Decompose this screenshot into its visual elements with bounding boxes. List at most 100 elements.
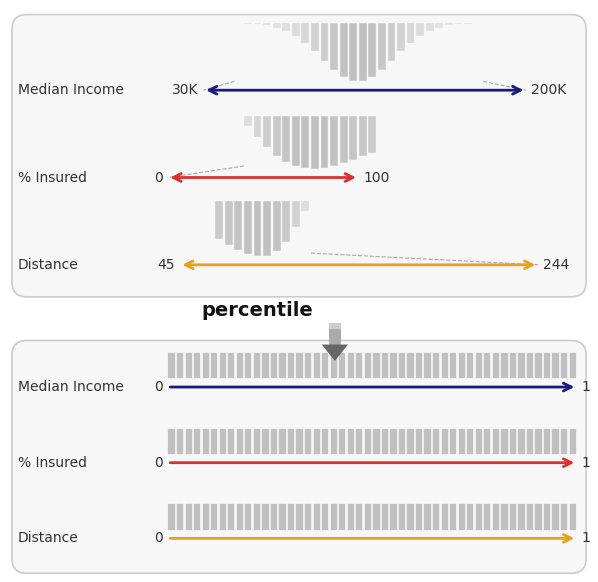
Bar [329,503,337,530]
Bar [423,352,431,378]
Bar [466,428,474,454]
Bar [219,428,226,454]
Bar [244,503,252,530]
Bar [176,352,183,378]
Bar [517,428,524,454]
Bar [349,116,357,160]
Bar [543,503,550,530]
Bar [378,23,386,70]
Bar [526,352,533,378]
Bar [509,352,516,378]
Bar [338,503,346,530]
Bar [445,23,453,26]
Bar [475,428,482,454]
Text: 45: 45 [157,258,175,272]
Bar [282,23,290,31]
Bar [185,352,192,378]
Bar [227,503,234,530]
Bar [457,352,465,378]
Bar [202,428,209,454]
Bar [398,352,405,378]
Bar [569,428,576,454]
Bar [279,428,286,454]
Text: Median Income: Median Income [18,380,124,394]
Bar [368,23,376,77]
Bar [340,23,347,77]
Bar [340,116,347,163]
Polygon shape [322,345,348,361]
Bar [225,201,233,244]
Bar [338,352,346,378]
Bar [535,503,542,530]
Bar [263,116,271,147]
Text: 244: 244 [543,258,569,272]
Bar [423,503,431,530]
Text: 30K: 30K [172,83,199,97]
Bar [210,428,217,454]
Bar [244,352,252,378]
Bar [449,428,456,454]
Bar [364,428,371,454]
Bar [543,352,550,378]
Bar [355,503,362,530]
Bar [381,428,388,454]
Bar [215,201,223,239]
Bar [432,503,440,530]
Bar [475,352,482,378]
Bar [569,503,576,530]
Bar [526,503,533,530]
Bar [466,352,474,378]
Bar [359,23,367,81]
Bar [416,23,424,36]
Bar [355,428,362,454]
Bar [273,201,280,251]
Bar [176,503,183,530]
Bar [236,428,243,454]
Bar [329,352,337,378]
Bar [492,352,499,378]
Bar [368,116,376,153]
Bar [330,23,338,70]
Bar [253,428,260,454]
Text: 0: 0 [154,456,163,470]
Bar [381,503,388,530]
Bar [193,428,200,454]
Bar [273,23,280,27]
Bar [210,352,217,378]
Bar [282,116,290,162]
Polygon shape [329,323,341,345]
Bar [381,352,388,378]
Bar [501,428,508,454]
Bar [441,428,448,454]
Bar [292,201,300,228]
Bar [441,503,448,530]
Text: 100: 100 [364,171,390,184]
Bar [313,428,320,454]
Bar [301,116,309,168]
Bar [313,503,320,530]
Bar [435,23,443,27]
Bar [236,503,243,530]
Bar [261,352,269,378]
Bar [415,428,422,454]
Bar [244,201,252,254]
Bar [254,23,261,24]
Bar [227,352,234,378]
Bar [509,503,516,530]
Bar [389,503,396,530]
Bar [483,503,490,530]
FancyBboxPatch shape [12,15,586,297]
Bar [330,116,338,166]
Bar [254,201,261,256]
Bar [543,428,550,454]
Bar [295,352,303,378]
Bar [287,352,294,378]
Bar [457,428,465,454]
Bar [301,201,309,211]
Bar [261,503,269,530]
Bar [193,503,200,530]
Bar [432,352,440,378]
Bar [295,503,303,530]
Polygon shape [329,323,341,329]
Bar [501,503,508,530]
